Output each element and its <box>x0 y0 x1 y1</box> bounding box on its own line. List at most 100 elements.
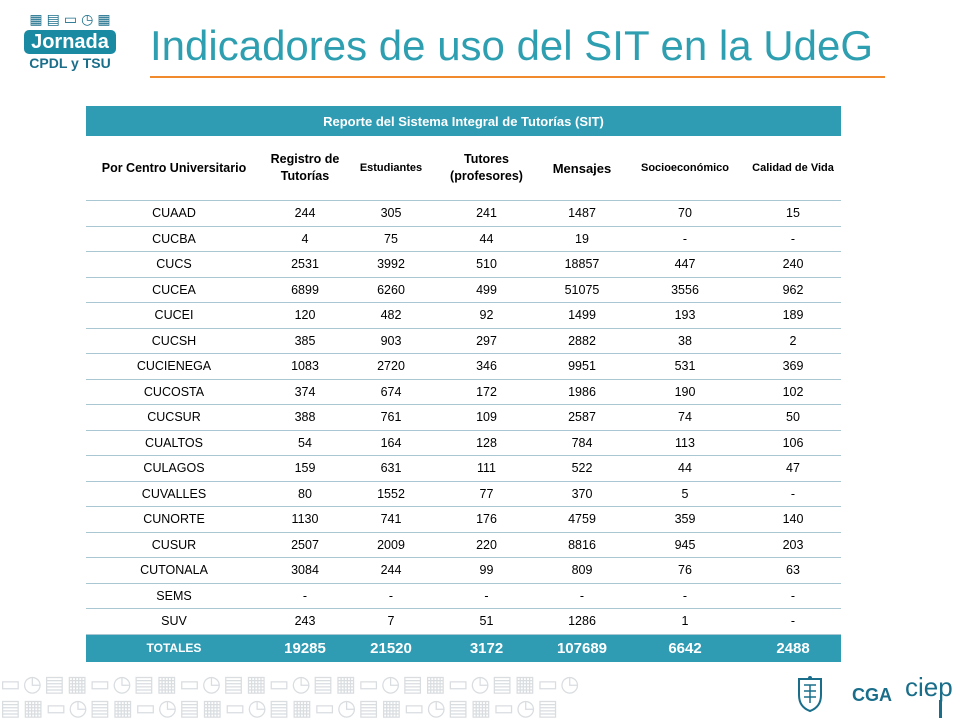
title-underline <box>150 76 885 78</box>
value-cell: 244 <box>262 200 348 227</box>
value-cell: - <box>625 583 745 609</box>
header-registro: Registro de Tutorías <box>262 136 348 201</box>
value-cell: 240 <box>745 251 841 278</box>
centro-name-cell: CUTONALA <box>86 557 262 584</box>
value-cell: 388 <box>262 404 348 431</box>
value-cell: 3084 <box>262 557 348 584</box>
sit-report-table: Reporte del Sistema Integral de Tutorías… <box>86 106 841 662</box>
value-cell: 809 <box>539 557 625 584</box>
value-cell: - <box>539 583 625 609</box>
centro-name-cell: CUCSUR <box>86 404 262 431</box>
book-icon: ▦ <box>97 11 111 27</box>
value-cell: 369 <box>745 353 841 380</box>
total-socioeconomico: 6642 <box>625 634 745 662</box>
table-row: CULAGOS 159 631 111 522 44 47 <box>86 455 841 482</box>
logo-jornada-text: Jornada <box>24 30 116 54</box>
value-cell: 2531 <box>262 251 348 278</box>
books-icon: ▦ <box>29 11 43 27</box>
value-cell: - <box>745 481 841 507</box>
value-cell: - <box>745 608 841 635</box>
value-cell: 482 <box>348 302 434 329</box>
table-row: CUVALLES 80 1552 77 370 5- <box>86 481 841 507</box>
centro-name-cell: CUCOSTA <box>86 379 262 405</box>
table-row: CUSUR 2507 2009 220 8816 945 203 <box>86 532 841 558</box>
value-cell: - <box>434 583 539 609</box>
jornada-logo: ▦ ▤ ▭ ◷ ▦ Jornada CPDL y TSU <box>20 10 120 72</box>
value-cell: 2587 <box>539 404 625 431</box>
totals-label: TOTALES <box>86 634 262 662</box>
table-row: CUCSH 385 903 297 2882 38 2 <box>86 328 841 354</box>
value-cell: 44 <box>625 455 745 482</box>
total-calidad-vida: 2488 <box>745 634 841 662</box>
value-cell: 631 <box>348 455 434 482</box>
header-socioeconomico: Socioeconómico <box>625 136 745 201</box>
page-title: Indicadores de uso del SIT en la UdeG <box>150 22 874 69</box>
value-cell: 99 <box>434 557 539 584</box>
table-row: SUV 243 7 51 1286 1- <box>86 608 841 635</box>
value-cell: 4 <box>262 226 348 252</box>
table-row: CUTONALA 3084 244 99 809 76 63 <box>86 557 841 584</box>
centro-name-cell: CUCEA <box>86 277 262 303</box>
table-row: CUAAD 244 305 241 1487 70 15 <box>86 200 841 227</box>
value-cell: 75 <box>348 226 434 252</box>
value-cell: 51075 <box>539 277 625 303</box>
value-cell: 346 <box>434 353 539 380</box>
value-cell: 74 <box>625 404 745 431</box>
centro-name-cell: CULAGOS <box>86 455 262 482</box>
value-cell: - <box>745 226 841 252</box>
value-cell: 76 <box>625 557 745 584</box>
value-cell: 120 <box>262 302 348 329</box>
value-cell: 761 <box>348 404 434 431</box>
value-cell: 385 <box>262 328 348 354</box>
value-cell: 244 <box>348 557 434 584</box>
value-cell: 4759 <box>539 506 625 533</box>
value-cell: 2882 <box>539 328 625 354</box>
value-cell: 3556 <box>625 277 745 303</box>
value-cell: 9951 <box>539 353 625 380</box>
value-cell: 1130 <box>262 506 348 533</box>
centro-name-cell: CUNORTE <box>86 506 262 533</box>
centro-name-cell: CUAAD <box>86 200 262 227</box>
value-cell: 54 <box>262 430 348 456</box>
value-cell: 106 <box>745 430 841 456</box>
value-cell: 92 <box>434 302 539 329</box>
value-cell: 370 <box>539 481 625 507</box>
value-cell: 374 <box>262 379 348 405</box>
table-caption: Reporte del Sistema Integral de Tutorías… <box>86 106 841 136</box>
value-cell: 77 <box>434 481 539 507</box>
value-cell: 2 <box>745 328 841 354</box>
table-row: CUCS 2531 3992 510 18857 447 240 <box>86 251 841 278</box>
centro-name-cell: CUSUR <box>86 532 262 558</box>
centro-name-cell: SUV <box>86 608 262 635</box>
value-cell: 522 <box>539 455 625 482</box>
decorative-icons-row2: ▤▦▭◷▤▦▭◷▤▦▭◷▤▦▭◷▤▦▭◷▤▦▭◷▤ <box>0 695 561 720</box>
value-cell: 297 <box>434 328 539 354</box>
value-cell: 18857 <box>539 251 625 278</box>
value-cell: 203 <box>745 532 841 558</box>
value-cell: 784 <box>539 430 625 456</box>
value-cell: 50 <box>745 404 841 431</box>
centro-name-cell: CUALTOS <box>86 430 262 456</box>
value-cell: 1499 <box>539 302 625 329</box>
centro-name-cell: SEMS <box>86 583 262 609</box>
value-cell: 2009 <box>348 532 434 558</box>
value-cell: - <box>262 583 348 609</box>
cga-logo: CGA <box>852 685 892 705</box>
value-cell: 102 <box>745 379 841 405</box>
value-cell: 47 <box>745 455 841 482</box>
value-cell: 19 <box>539 226 625 252</box>
value-cell: 70 <box>625 200 745 227</box>
value-cell: 159 <box>262 455 348 482</box>
value-cell: 189 <box>745 302 841 329</box>
table-row: CUCSUR 388 761 109 2587 74 50 <box>86 404 841 431</box>
centro-name-cell: CUCSH <box>86 328 262 354</box>
value-cell: 6899 <box>262 277 348 303</box>
total-mensajes: 107689 <box>539 634 625 662</box>
value-cell: - <box>625 226 745 252</box>
value-cell: 140 <box>745 506 841 533</box>
value-cell: 741 <box>348 506 434 533</box>
calendar-icon: ▤ <box>46 11 60 27</box>
value-cell: 80 <box>262 481 348 507</box>
value-cell: 1 <box>625 608 745 635</box>
value-cell: 51 <box>434 608 539 635</box>
